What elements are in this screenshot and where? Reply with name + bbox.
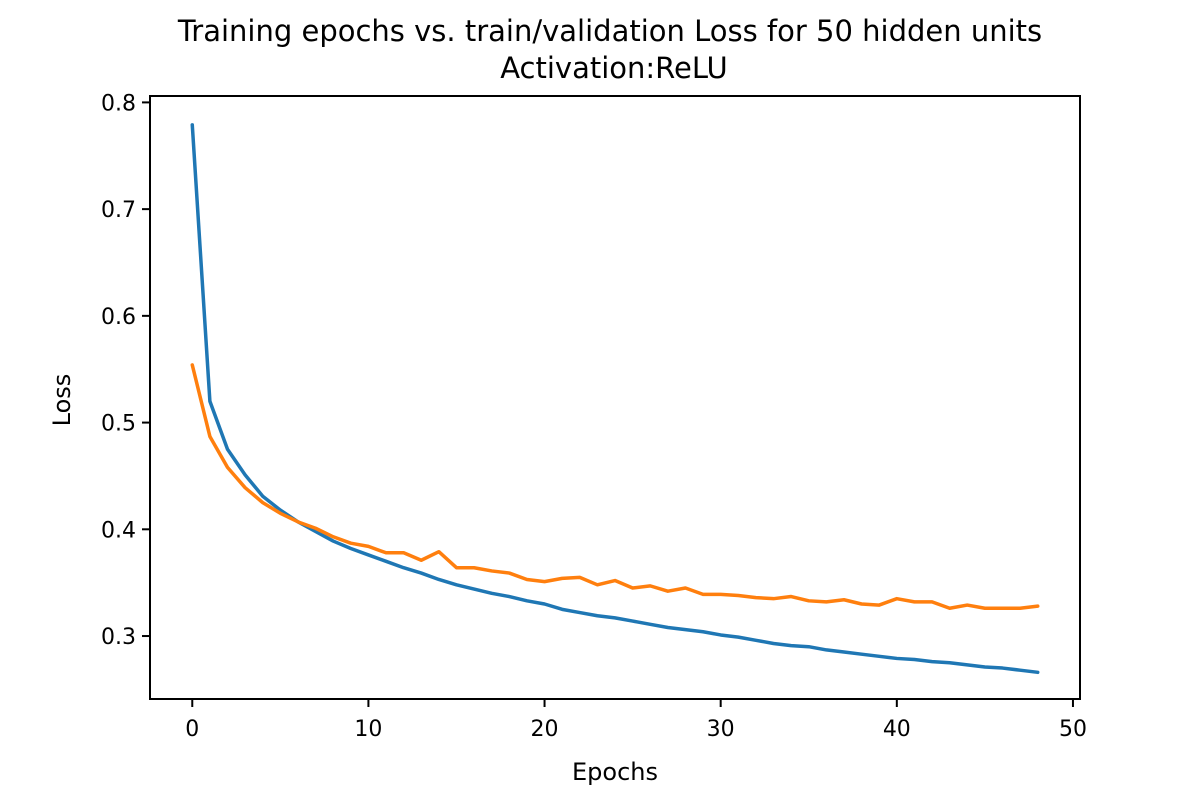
y-axis-ticks: 0.3 0.4 0.5 0.6 0.7 0.8 [101, 91, 150, 650]
y-tick-label: 0.5 [101, 412, 136, 437]
series-layer [190, 123, 1040, 675]
x-tick-label: 0 [185, 717, 199, 742]
y-tick-label: 0.4 [101, 518, 136, 543]
chart-subtitle: Activation:ReLU [500, 51, 728, 85]
x-tick-label: 40 [883, 717, 911, 742]
y-tick-label: 0.3 [101, 625, 136, 650]
x-tick-label: 20 [531, 717, 559, 742]
y-axis-label: Loss [48, 374, 76, 427]
series-line-2 [190, 363, 1040, 611]
series-line-1 [190, 123, 1040, 675]
x-tick-label: 30 [707, 717, 735, 742]
chart-title: Training epochs vs. train/validation Los… [177, 14, 1042, 48]
y-tick-label: 0.6 [101, 305, 136, 330]
x-axis-ticks: 0 10 20 30 40 50 [185, 699, 1087, 742]
plot-frame [149, 95, 1081, 700]
x-tick-label: 50 [1059, 717, 1087, 742]
y-tick-label: 0.7 [101, 198, 136, 223]
x-tick-label: 10 [354, 717, 382, 742]
x-axis-label: Epochs [572, 758, 658, 786]
y-tick-label: 0.8 [101, 91, 136, 116]
